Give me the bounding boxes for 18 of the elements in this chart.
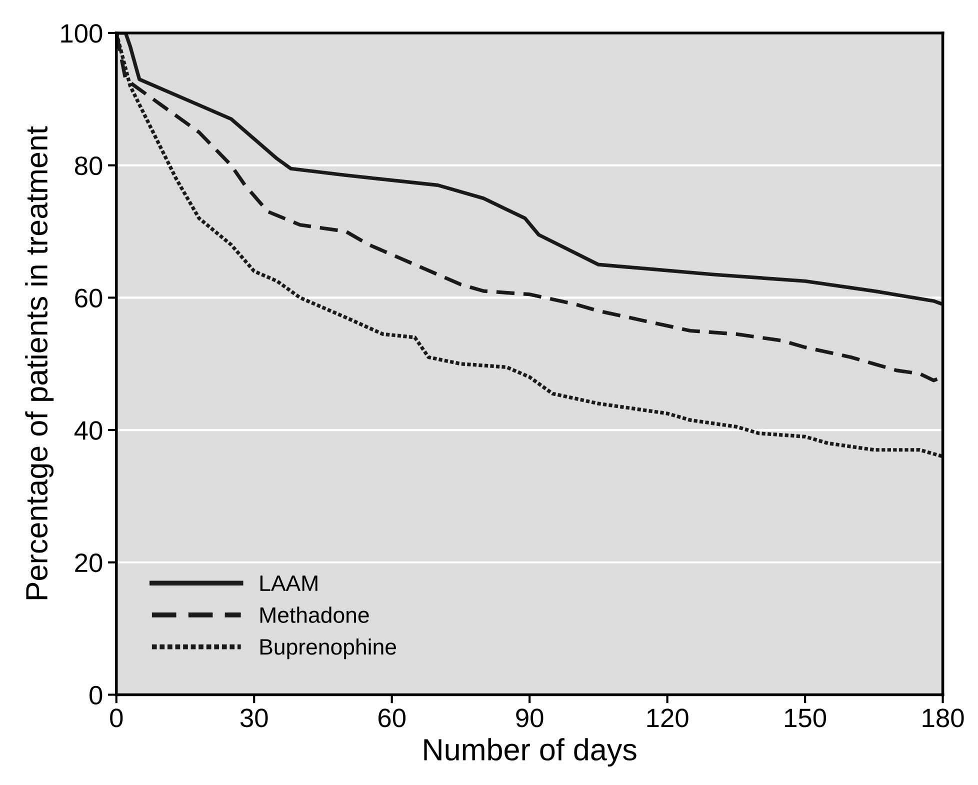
y-tick-label: 20 xyxy=(75,554,102,572)
x-tick-label: 30 xyxy=(240,708,268,728)
y-tick-label: 0 xyxy=(90,686,102,705)
x-tick-label: 120 xyxy=(647,708,688,728)
legend-label: Methadone xyxy=(260,606,369,623)
x-tick-label: 180 xyxy=(922,708,964,728)
y-tick-label: 100 xyxy=(61,24,102,43)
legend-label: LAAM xyxy=(260,576,318,591)
x-tick-label: 150 xyxy=(785,708,826,728)
y-tick-label: 60 xyxy=(75,288,102,308)
x-tick-label: 0 xyxy=(110,708,123,728)
x-axis-title: Number of days xyxy=(424,738,636,767)
x-tick-label: 60 xyxy=(378,708,406,728)
y-tick-label: 80 xyxy=(74,156,102,176)
legend-label: Buprenophine xyxy=(260,638,396,660)
y-tick-label: 40 xyxy=(74,421,102,440)
x-tick-label: 90 xyxy=(516,708,544,728)
y-axis-title: Percentage of patients in treatment xyxy=(25,126,54,600)
